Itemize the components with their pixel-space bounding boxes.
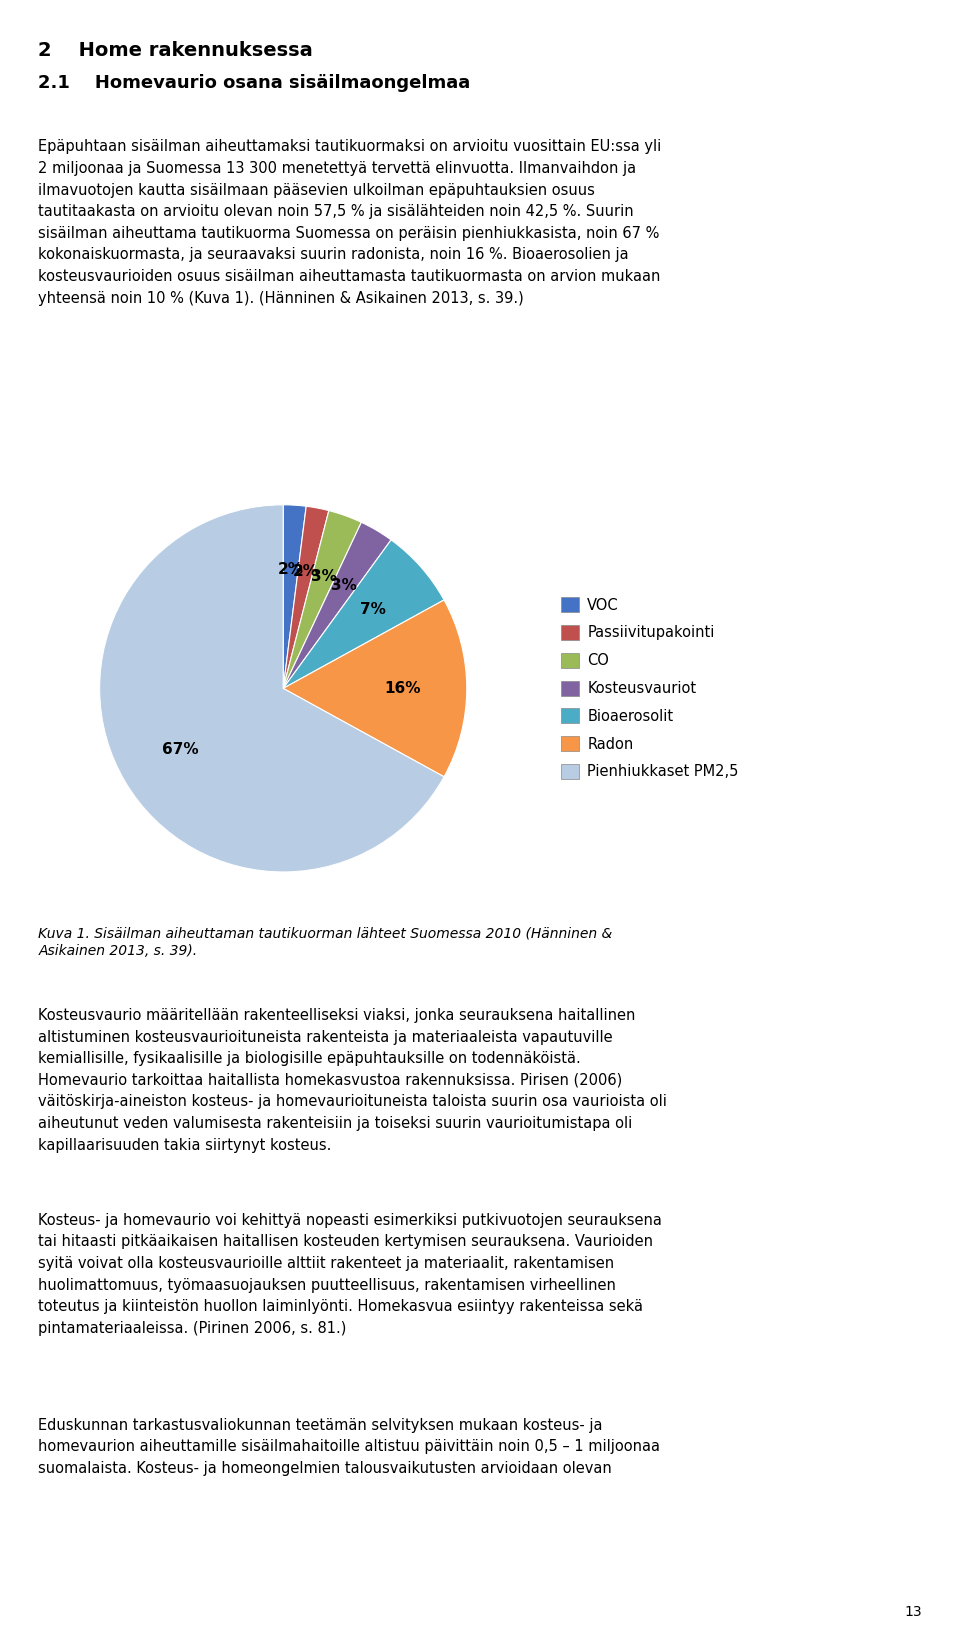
Legend: VOC, Passiivitupakointi, CO, Kosteusvauriot, Bioaerosolit, Radon, Pienhiukkaset : VOC, Passiivitupakointi, CO, Kosteusvaur… [557,593,743,783]
Wedge shape [283,511,361,688]
Text: Kosteus- ja homevaurio voi kehittyä nopeasti esimerkiksi putkivuotojen seuraukse: Kosteus- ja homevaurio voi kehittyä nope… [38,1213,662,1336]
Text: 2%: 2% [277,562,303,577]
Wedge shape [283,506,329,688]
Text: 2.1    Homevaurio osana sisäilmaongelmaa: 2.1 Homevaurio osana sisäilmaongelmaa [38,74,470,92]
Wedge shape [283,505,306,688]
Text: Epäpuhtaan sisäilman aiheuttamaksi tautikuormaksi on arvioitu vuosittain EU:ssa : Epäpuhtaan sisäilman aiheuttamaksi tauti… [38,139,661,305]
Wedge shape [283,523,391,688]
Text: Eduskunnan tarkastusvaliokunnan teetämän selvityksen mukaan kosteus- ja
homevaur: Eduskunnan tarkastusvaliokunnan teetämän… [38,1418,660,1477]
Text: 2%: 2% [293,564,319,579]
Text: Kuva 1. Sisäilman aiheuttaman tautikuorman lähteet Suomessa 2010 (Hänninen &
Asi: Kuva 1. Sisäilman aiheuttaman tautikuorm… [38,926,612,959]
Text: Kosteusvaurio määritellään rakenteelliseksi viaksi, jonka seurauksena haitalline: Kosteusvaurio määritellään rakenteellise… [38,1008,667,1152]
Wedge shape [283,539,444,688]
Text: 16%: 16% [384,680,420,697]
Text: 7%: 7% [360,602,386,616]
Wedge shape [283,600,467,777]
Text: 13: 13 [904,1605,922,1619]
Text: 67%: 67% [162,741,199,757]
Wedge shape [100,505,444,872]
Text: 2    Home rakennuksessa: 2 Home rakennuksessa [38,41,313,61]
Text: 3%: 3% [311,569,337,583]
Text: 3%: 3% [331,579,357,593]
